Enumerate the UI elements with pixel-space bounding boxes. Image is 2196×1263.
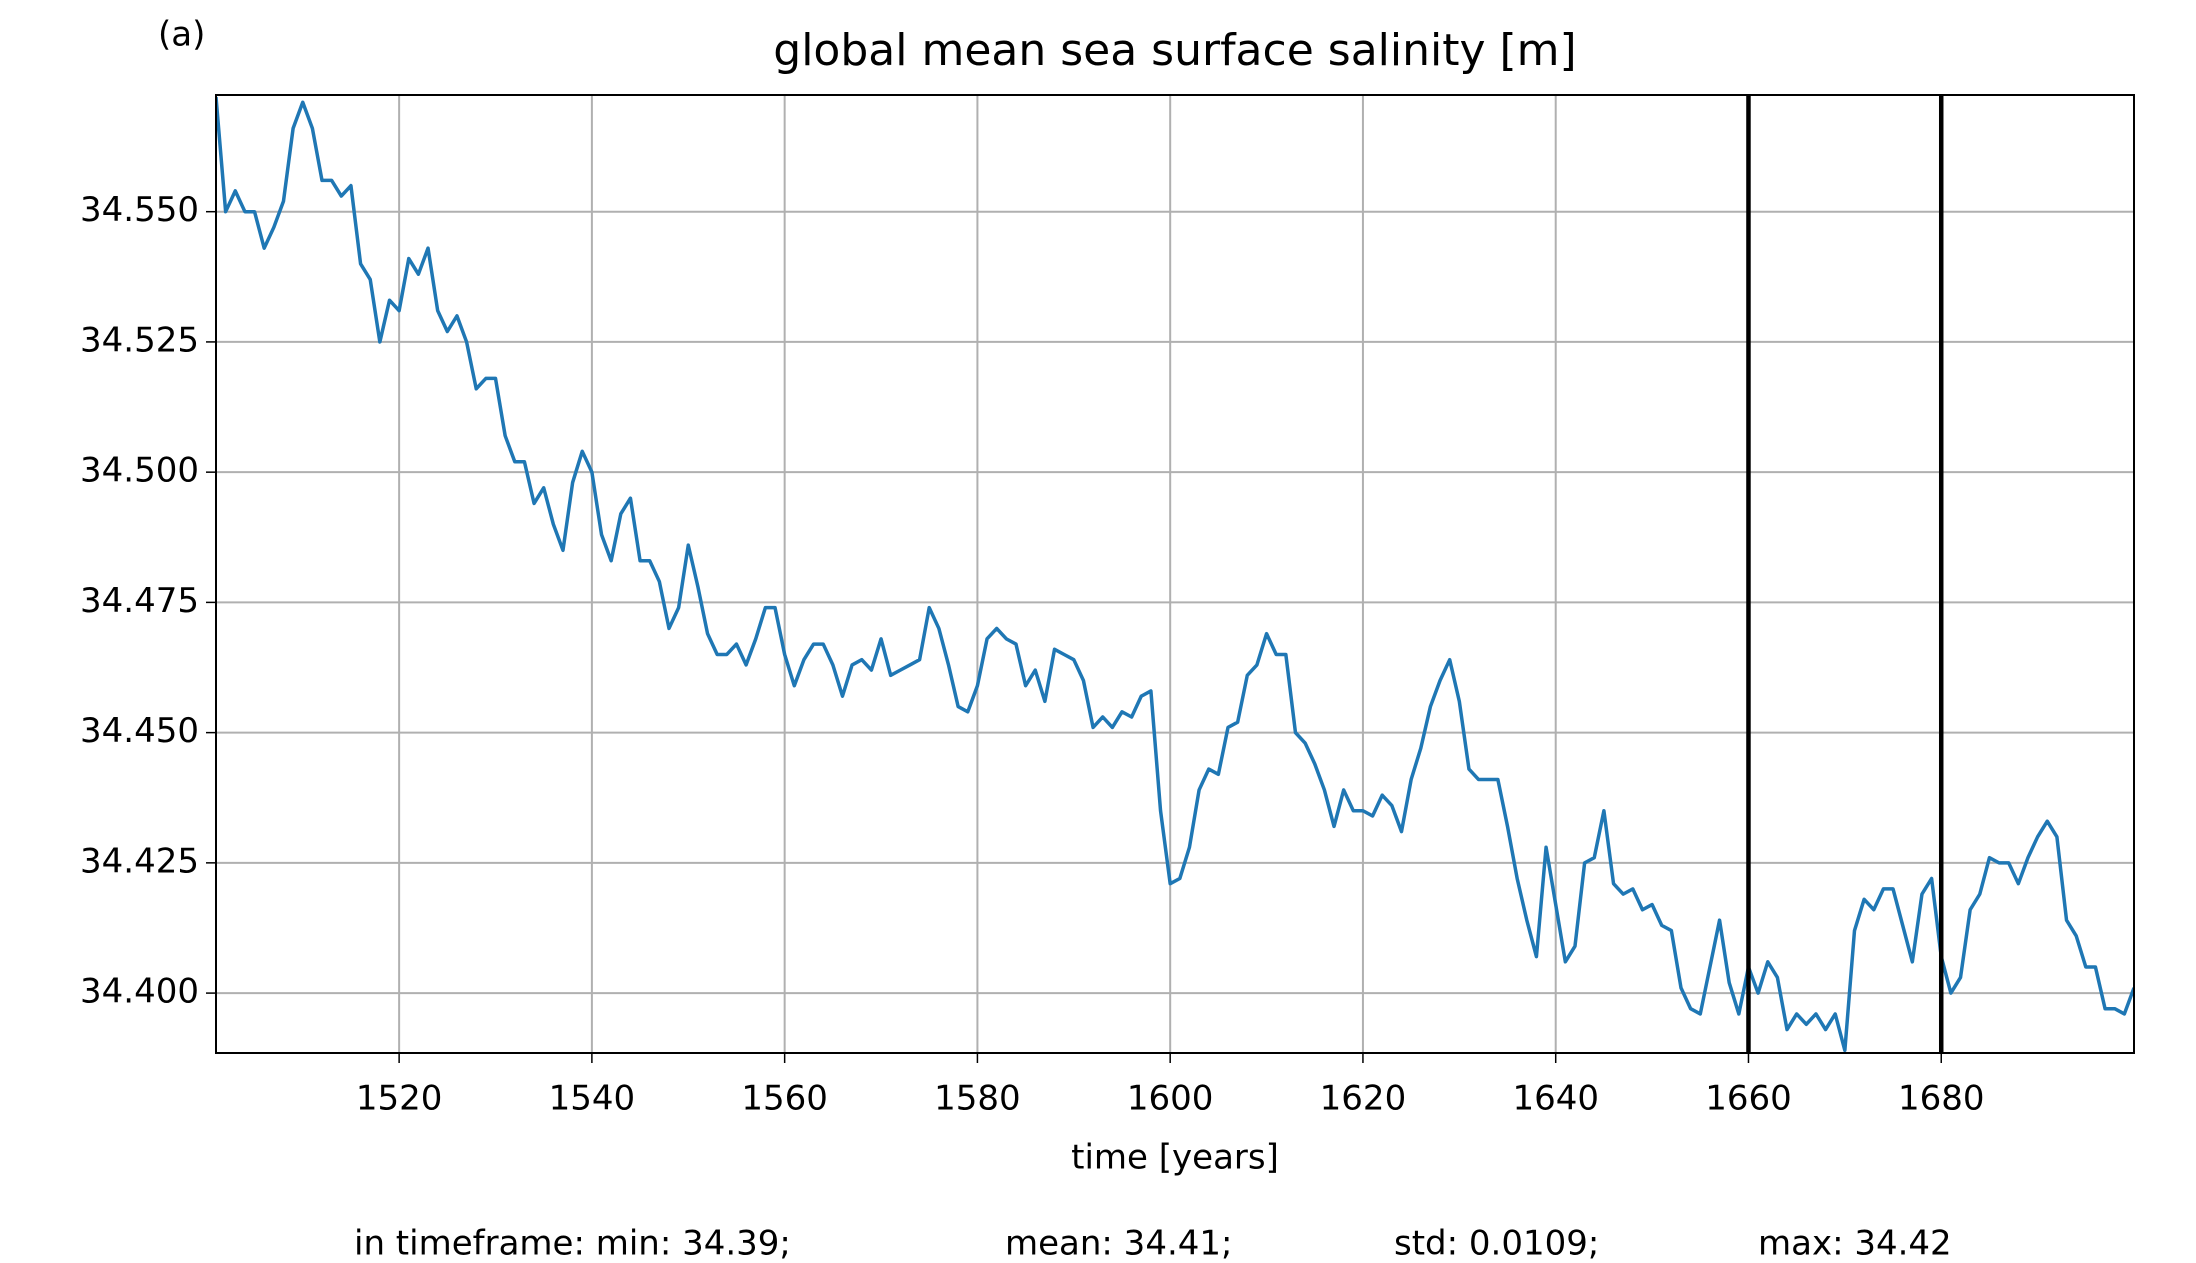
footer-stat: std: 0.0109; <box>1394 1224 1599 1263</box>
x-axis-label: time [years] <box>1071 1138 1279 1178</box>
x-tick-label: 1680 <box>1898 1079 1985 1119</box>
footer-stat: max: 34.42 <box>1758 1224 1952 1263</box>
plot-frame <box>215 94 2135 1054</box>
x-tick-label: 1560 <box>741 1079 828 1119</box>
panel-label: (a) <box>158 15 205 55</box>
y-tick-label: 34.400 <box>80 972 199 1012</box>
y-tick-label: 34.550 <box>80 190 199 230</box>
x-tick-label: 1660 <box>1705 1079 1792 1119</box>
footer-stat: mean: 34.41; <box>1005 1224 1232 1263</box>
x-tick-label: 1620 <box>1320 1079 1407 1119</box>
x-tick-label: 1640 <box>1512 1079 1599 1119</box>
y-tick-label: 34.475 <box>80 581 199 621</box>
x-tick-label: 1600 <box>1127 1079 1214 1119</box>
x-tick-label: 1540 <box>549 1079 636 1119</box>
x-tick-label: 1520 <box>356 1079 443 1119</box>
chart-title: global mean sea surface salinity [m] <box>773 25 1576 76</box>
x-tick-label: 1580 <box>934 1079 1021 1119</box>
y-tick-label: 34.525 <box>80 320 199 360</box>
footer-stat: in timeframe: min: 34.39; <box>354 1224 791 1263</box>
y-tick-label: 34.425 <box>80 841 199 881</box>
y-tick-label: 34.450 <box>80 711 199 751</box>
data-line <box>216 96 2134 1053</box>
y-tick-label: 34.500 <box>80 451 199 491</box>
